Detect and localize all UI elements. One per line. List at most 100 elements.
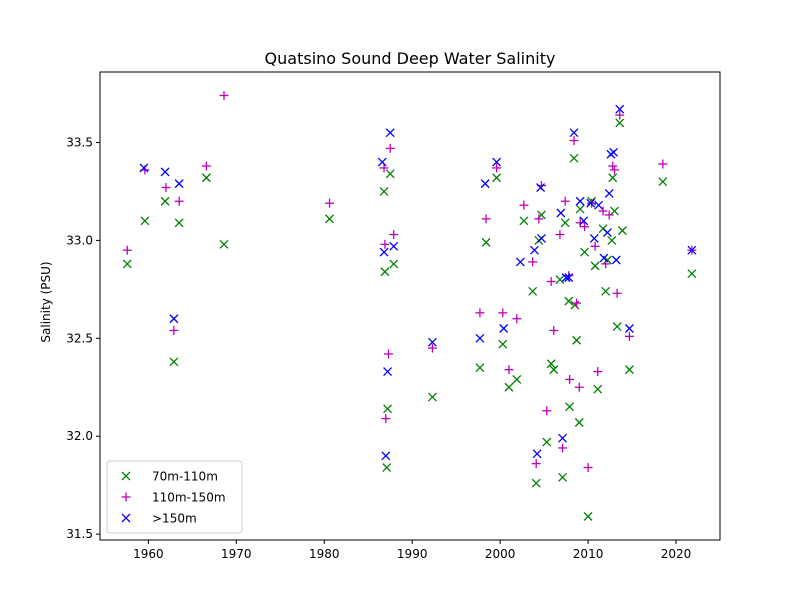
marker-stroke	[594, 200, 604, 210]
marker-stroke	[564, 296, 574, 306]
marker-stroke	[610, 206, 619, 216]
marker-stroke	[589, 233, 599, 243]
data-point	[515, 257, 525, 267]
marker-stroke	[504, 382, 514, 392]
data-point	[564, 273, 574, 283]
marker-stroke	[385, 128, 395, 138]
data-point	[624, 331, 634, 341]
data-point	[380, 239, 390, 249]
data-point	[531, 459, 541, 469]
data-point	[427, 337, 437, 347]
data-point	[575, 218, 585, 228]
marker-stroke	[160, 196, 170, 206]
marker-stroke	[529, 245, 539, 255]
marker-stroke	[480, 179, 490, 189]
data-point	[383, 349, 393, 359]
data-point	[519, 216, 529, 226]
marker-stroke	[555, 275, 565, 285]
data-point	[475, 363, 485, 373]
marker-stroke	[515, 257, 525, 267]
data-point	[169, 325, 179, 335]
marker-stroke	[572, 335, 582, 345]
data-point	[383, 404, 393, 414]
data-point	[481, 214, 491, 224]
marker-stroke	[475, 333, 485, 343]
data-point	[560, 218, 570, 228]
data-point	[624, 324, 634, 333]
marker-stroke	[575, 196, 585, 206]
legend-marker	[121, 471, 131, 481]
data-point	[609, 165, 619, 175]
marker-stroke	[561, 273, 571, 283]
x-tick-label: 1970	[221, 547, 252, 561]
marker-stroke	[427, 392, 437, 402]
data-point	[498, 308, 508, 318]
marker-stroke	[604, 188, 614, 198]
marker-stroke	[383, 367, 393, 377]
marker-stroke	[219, 239, 229, 249]
marker-stroke	[427, 337, 437, 347]
data-point	[385, 169, 395, 179]
marker-stroke	[542, 437, 552, 447]
data-point	[389, 259, 399, 269]
marker-stroke	[687, 245, 697, 255]
data-point	[575, 196, 585, 206]
data-point	[379, 247, 389, 257]
data-point	[325, 214, 334, 224]
data-point	[122, 245, 132, 255]
marker-stroke	[608, 173, 618, 183]
y-axis: 31.5 32.0 32.5 33.0 33.5	[66, 135, 100, 541]
marker-stroke	[569, 153, 579, 163]
legend: 70m-110m 110m-150m >150m	[106, 460, 243, 534]
data-point	[542, 406, 552, 416]
data-point	[122, 259, 132, 269]
marker-stroke	[174, 218, 184, 228]
data-point	[604, 188, 614, 198]
marker-stroke	[617, 226, 627, 236]
marker-stroke	[122, 259, 132, 269]
x-tick-label: 2010	[573, 547, 604, 561]
data-point	[589, 233, 599, 243]
marker-stroke	[499, 324, 509, 333]
marker-stroke	[492, 173, 502, 183]
marker-stroke	[560, 218, 570, 228]
data-point	[609, 147, 619, 157]
marker-stroke	[169, 314, 179, 324]
marker-stroke	[570, 300, 580, 310]
marker-stroke	[564, 273, 574, 283]
data-point	[481, 237, 491, 247]
data-point	[555, 230, 565, 240]
data-point	[601, 286, 611, 296]
data-point	[160, 167, 170, 177]
marker-stroke	[201, 173, 211, 183]
marker-stroke	[602, 228, 612, 238]
marker-stroke	[174, 179, 184, 189]
marker-stroke	[389, 259, 399, 269]
data-point	[219, 239, 229, 249]
data-point	[658, 159, 668, 169]
marker-stroke	[658, 177, 668, 187]
data-point	[602, 228, 612, 238]
legend-label: 110m-150m	[152, 491, 226, 505]
marker-stroke	[528, 286, 538, 296]
marker-stroke	[580, 247, 590, 257]
marker-stroke	[481, 237, 491, 247]
data-point	[586, 198, 596, 208]
data-point	[565, 374, 575, 384]
data-point	[542, 437, 552, 447]
data-point	[504, 382, 514, 392]
marker-stroke	[531, 478, 541, 488]
data-point	[475, 308, 485, 318]
data-point	[536, 183, 546, 192]
data-point	[594, 200, 604, 210]
data-point	[572, 335, 582, 345]
data-point	[580, 247, 590, 257]
marker-stroke	[512, 374, 522, 384]
data-point	[570, 300, 580, 310]
marker-stroke	[377, 157, 387, 167]
plot-area	[122, 90, 697, 521]
marker-stroke	[558, 472, 568, 482]
data-point	[480, 179, 490, 189]
